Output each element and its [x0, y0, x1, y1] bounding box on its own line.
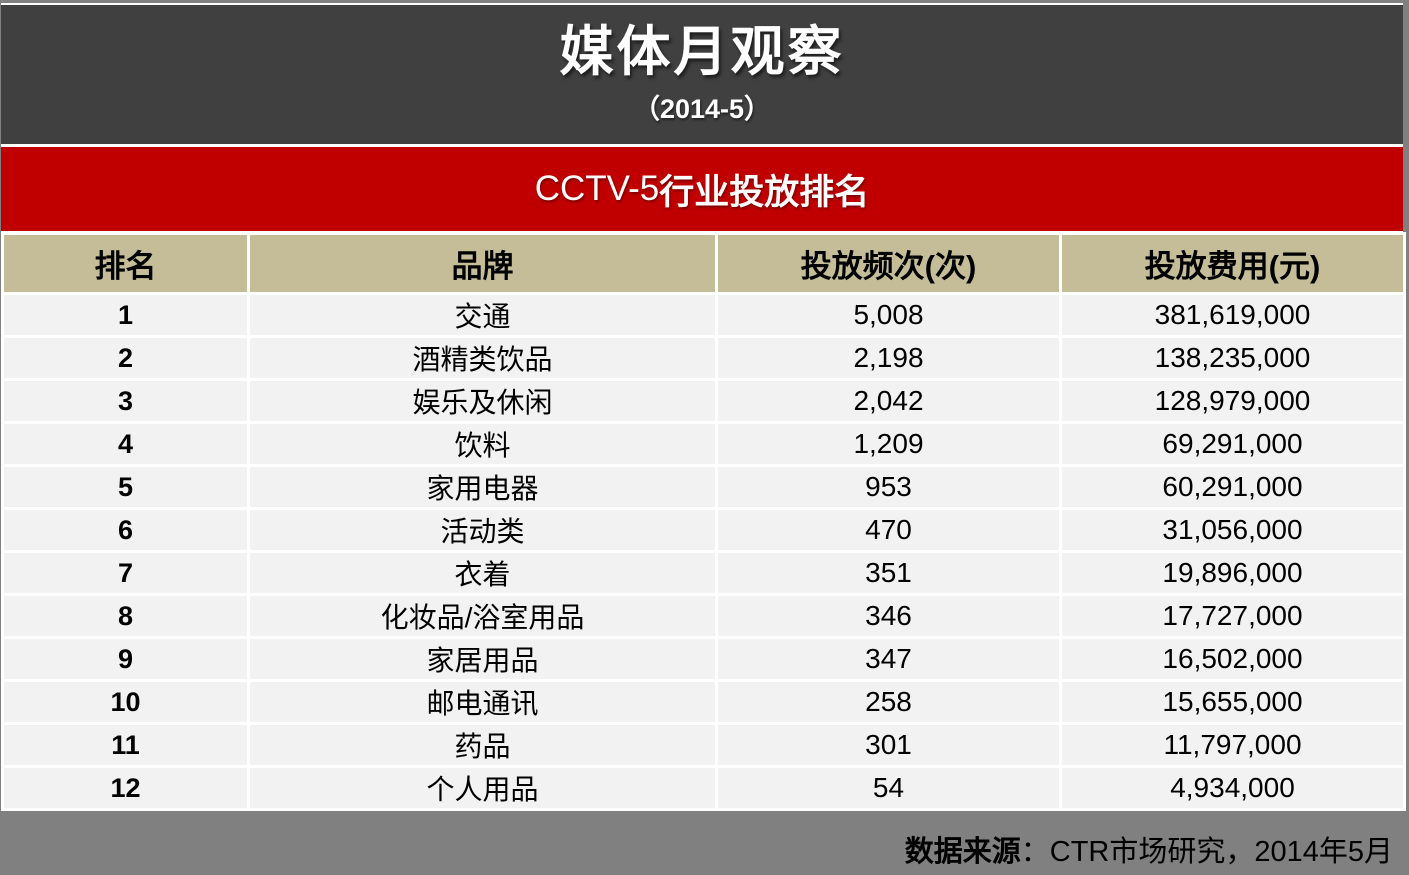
- cell-cost: 69,291,000: [1062, 424, 1403, 464]
- cell-brand: 交通: [250, 295, 715, 335]
- cell-rank: 5: [4, 467, 247, 507]
- cell-rank: 9: [4, 639, 247, 679]
- table-header-row: 排名 品牌 投放频次(次) 投放费用(元): [4, 235, 1403, 292]
- cell-brand: 化妆品/浴室用品: [250, 596, 715, 636]
- cell-frequency: 470: [718, 510, 1059, 550]
- table-row: 7 衣着 351 19,896,000: [4, 553, 1403, 593]
- cell-rank: 6: [4, 510, 247, 550]
- section-banner: CCTV-5 行业投放排名: [1, 147, 1403, 231]
- cell-cost: 17,727,000: [1062, 596, 1403, 636]
- cell-rank: 10: [4, 682, 247, 722]
- cell-rank: 4: [4, 424, 247, 464]
- cell-cost: 138,235,000: [1062, 338, 1403, 378]
- cell-rank: 3: [4, 381, 247, 421]
- cell-cost: 11,797,000: [1062, 725, 1403, 765]
- cell-frequency: 346: [718, 596, 1059, 636]
- cell-brand: 饮料: [250, 424, 715, 464]
- column-header-rank: 排名: [4, 235, 247, 292]
- section-title: 行业投放排名: [659, 172, 870, 212]
- cell-rank: 12: [4, 768, 247, 808]
- cell-brand: 邮电通讯: [250, 682, 715, 722]
- cell-frequency: 258: [718, 682, 1059, 722]
- cell-cost: 15,655,000: [1062, 682, 1403, 722]
- table-row: 6 活动类 470 31,056,000: [4, 510, 1403, 550]
- cell-cost: 4,934,000: [1062, 768, 1403, 808]
- data-source-text: ：CTR市场研究，2014年5月: [1020, 836, 1393, 868]
- table-row: 10 邮电通讯 258 15,655,000: [4, 682, 1403, 722]
- cell-frequency: 2,198: [718, 338, 1059, 378]
- cell-brand: 药品: [250, 725, 715, 765]
- data-source-label: 数据来源: [904, 836, 1021, 868]
- cell-frequency: 347: [718, 639, 1059, 679]
- table-row: 11 药品 301 11,797,000: [4, 725, 1403, 765]
- table-row: 9 家居用品 347 16,502,000: [4, 639, 1403, 679]
- slide: 媒体月观察 （2014-5） CCTV-5 行业投放排名 排名 品牌 投放频次(次…: [1, 3, 1406, 811]
- cell-rank: 1: [4, 295, 247, 335]
- table-row: 2 酒精类饮品 2,198 138,235,000: [4, 338, 1403, 378]
- cell-rank: 2: [4, 338, 247, 378]
- cell-brand: 家用电器: [250, 467, 715, 507]
- table-row: 4 饮料 1,209 69,291,000: [4, 424, 1403, 464]
- cell-cost: 16,502,000: [1062, 639, 1403, 679]
- cell-brand: 酒精类饮品: [250, 338, 715, 378]
- table-row: 5 家用电器 953 60,291,000: [4, 467, 1403, 507]
- page-title: 媒体月观察: [559, 22, 845, 83]
- title-band: 媒体月观察 （2014-5）: [1, 5, 1403, 144]
- cell-frequency: 54: [718, 768, 1059, 808]
- table-row: 1 交通 5,008 381,619,000: [4, 295, 1403, 335]
- table-row: 12 个人用品 54 4,934,000: [4, 768, 1403, 808]
- cell-frequency: 301: [718, 725, 1059, 765]
- cell-rank: 8: [4, 596, 247, 636]
- cell-cost: 19,896,000: [1062, 553, 1403, 593]
- cell-brand: 家居用品: [250, 639, 715, 679]
- cell-cost: 128,979,000: [1062, 381, 1403, 421]
- cell-cost: 31,056,000: [1062, 510, 1403, 550]
- column-header-brand: 品牌: [250, 235, 715, 292]
- cell-frequency: 351: [718, 553, 1059, 593]
- table-row: 3 娱乐及休闲 2,042 128,979,000: [4, 381, 1403, 421]
- page-subtitle: （2014-5）: [632, 93, 772, 124]
- cell-rank: 7: [4, 553, 247, 593]
- cell-frequency: 2,042: [718, 381, 1059, 421]
- cell-brand: 活动类: [250, 510, 715, 550]
- column-header-cost: 投放费用(元): [1062, 235, 1403, 292]
- cell-brand: 衣着: [250, 553, 715, 593]
- cell-rank: 11: [4, 725, 247, 765]
- cell-cost: 381,619,000: [1062, 295, 1403, 335]
- table-row: 8 化妆品/浴室用品 346 17,727,000: [4, 596, 1403, 636]
- cell-brand: 娱乐及休闲: [250, 381, 715, 421]
- data-source-note: 数据来源：CTR市场研究，2014年5月: [905, 828, 1393, 870]
- channel-label: CCTV-5: [534, 169, 660, 208]
- cell-frequency: 5,008: [718, 295, 1059, 335]
- ranking-table: 排名 品牌 投放频次(次) 投放费用(元) 1 交通 5,008 381,619…: [1, 232, 1406, 811]
- column-header-frequency: 投放频次(次): [718, 235, 1059, 292]
- cell-frequency: 1,209: [718, 424, 1059, 464]
- cell-brand: 个人用品: [250, 768, 715, 808]
- cell-frequency: 953: [718, 467, 1059, 507]
- cell-cost: 60,291,000: [1062, 467, 1403, 507]
